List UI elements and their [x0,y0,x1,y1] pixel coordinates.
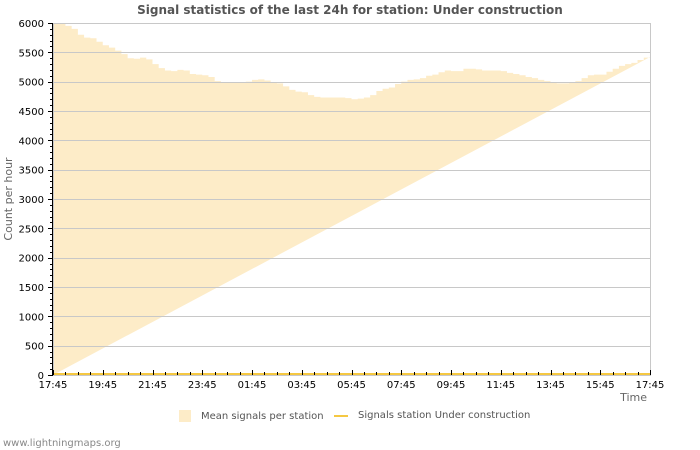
legend-item-mean: Mean signals per station [179,410,324,422]
y-tick-label: 0 [38,371,44,382]
x-axis: 17:45 19:45 21:45 23:45 01:45 03:45 05:45 07:45… [39,370,665,391]
legend-label-mean: Mean signals per station [201,410,324,422]
x-tick-label: 17:45 [636,380,665,391]
x-tick-label: 23:45 [188,380,217,391]
y-tick-label: 1500 [19,283,44,294]
y-axis: 0 500 1000 1500 2000 2500 3000 3500 4000 4500 5000… [19,19,53,382]
legend-item-station: Signals station Under construction [334,410,530,421]
line-swatch-icon [334,414,348,417]
y-tick-label: 4500 [19,107,44,118]
area-swatch-icon [179,410,191,422]
y-tick-label: 3500 [19,166,44,177]
x-tick-label: 03:45 [287,380,316,391]
y-tick-label: 2000 [19,254,44,265]
x-axis-label: Time [619,391,647,404]
y-tick-label: 2500 [19,224,44,235]
y-tick-label: 5500 [19,48,44,59]
y-tick-label: 3000 [19,195,44,206]
y-axis-label: Count per hour [2,157,15,241]
x-tick-label: 19:45 [88,380,117,391]
y-tick-label: 500 [25,342,44,353]
y-tick-label: 4000 [19,136,44,147]
x-tick-label: 21:45 [138,380,167,391]
x-tick-label: 15:45 [586,380,615,391]
y-tick-label: 6000 [19,19,44,30]
x-tick-label: 05:45 [337,380,366,391]
x-tick-label: 11:45 [486,380,515,391]
x-tick-label: 07:45 [387,380,416,391]
x-tick-label: 13:45 [536,380,565,391]
chart-title: Signal statistics of the last 24h for st… [137,3,563,17]
y-tick-label: 5000 [19,78,44,89]
x-tick-label: 09:45 [437,380,466,391]
legend-label-station: Signals station Under construction [358,410,531,421]
x-tick-label: 01:45 [238,380,267,391]
y-tick-label: 1000 [19,312,44,323]
plot-frame [53,23,651,376]
footer-credit: www.lightningmaps.org [3,438,121,449]
grid-lines [53,23,650,347]
x-tick-label: 17:45 [39,380,68,391]
